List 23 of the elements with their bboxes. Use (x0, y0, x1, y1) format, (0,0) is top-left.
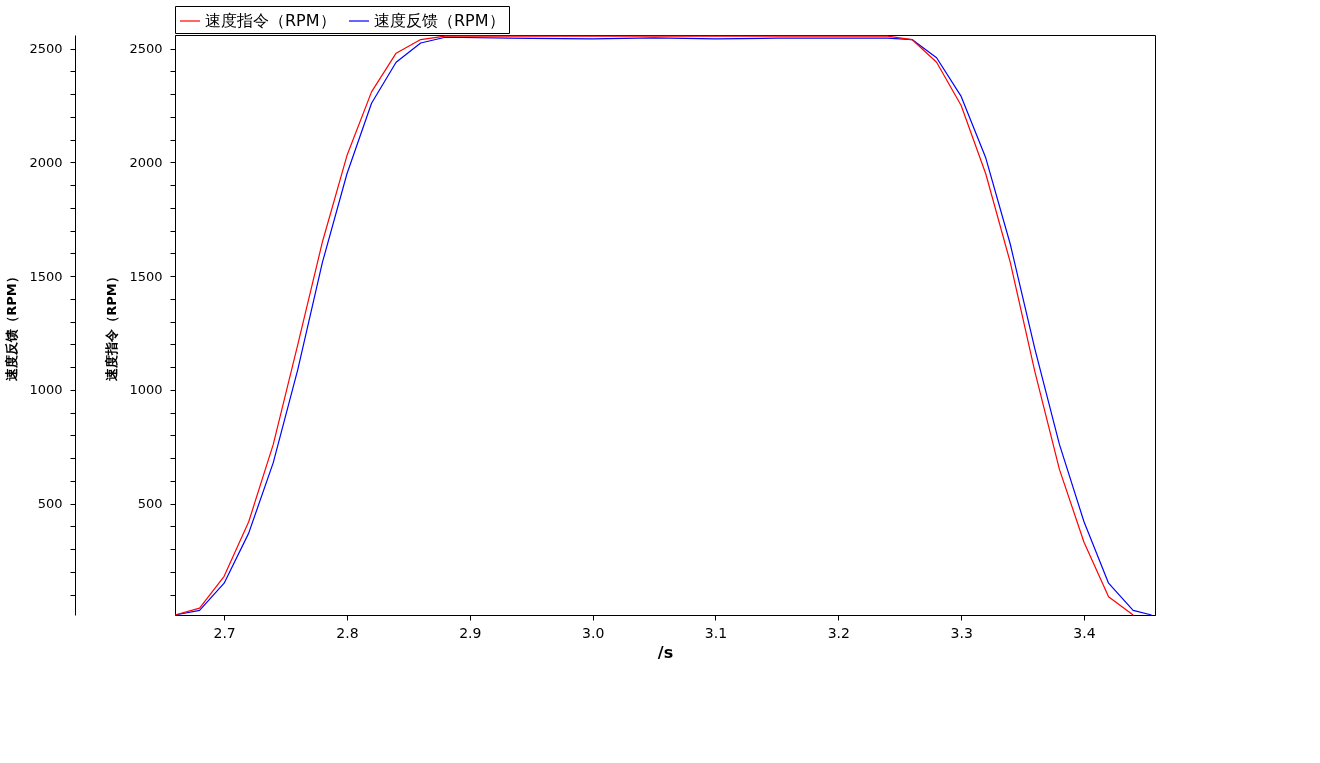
y2-axis-title: 速度指令（RPM） (104, 270, 120, 381)
y2-tick-label: 500 (137, 496, 163, 512)
y-axis-title: 速度反馈（RPM） (4, 270, 20, 381)
y2-tick-label: 2000 (129, 154, 163, 170)
y2-tick-label: 1000 (129, 382, 163, 398)
y-tick-label: 2500 (29, 41, 63, 57)
y-tick-label: 2000 (29, 154, 63, 170)
legend-label: 速度反馈（RPM） (374, 11, 505, 30)
x-tick-label: 2.8 (336, 624, 359, 641)
y2-tick-label: 1500 (129, 268, 163, 284)
x-tick-label: 3.4 (1073, 624, 1096, 641)
x-tick-label: 3.2 (827, 624, 850, 641)
x-tick-label: 2.7 (213, 624, 236, 641)
x-tick-label: 3.3 (950, 624, 973, 641)
x-tick-label: 3.0 (582, 624, 605, 641)
x-tick-label: 3.1 (704, 624, 728, 641)
y-tick-label: 1000 (29, 382, 63, 398)
y2-tick-label: 2500 (129, 41, 163, 57)
y-tick-label: 1500 (29, 268, 63, 284)
legend-label: 速度指令（RPM） (205, 11, 336, 30)
x-tick-label: 2.9 (459, 624, 482, 641)
y-tick-label: 500 (37, 496, 63, 512)
x-axis-title: /s (657, 642, 674, 662)
